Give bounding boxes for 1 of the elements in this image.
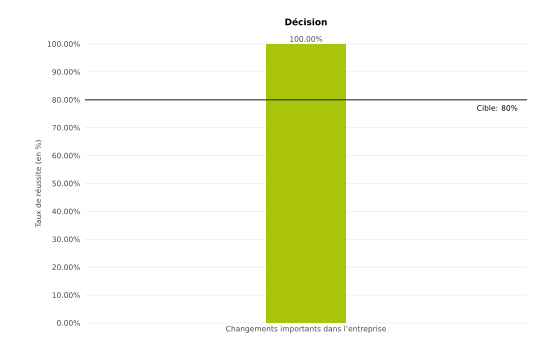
chart-title: Décision (285, 18, 327, 26)
